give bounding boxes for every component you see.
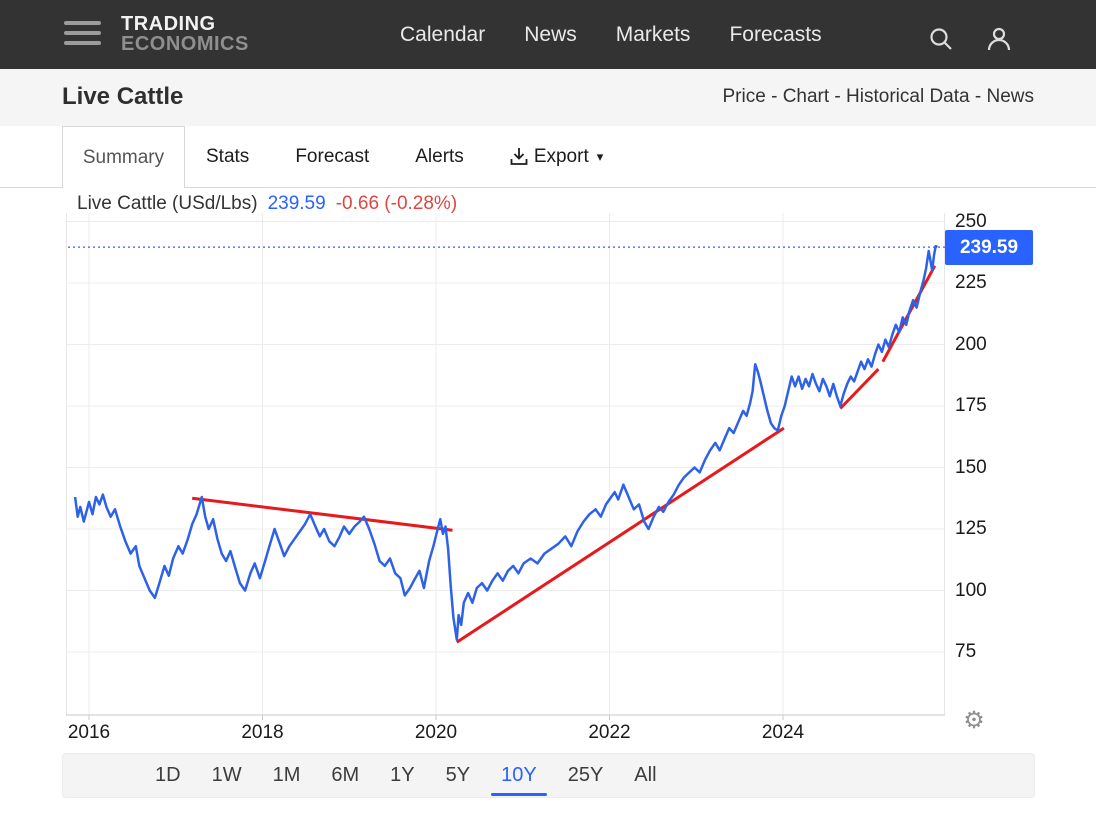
link-separator: -	[765, 86, 783, 107]
price-chart-plot[interactable]	[66, 213, 945, 723]
price-line-series	[73, 244, 939, 641]
y-axis-label-225: 225	[955, 272, 987, 293]
x-axis-label-2016: 2016	[67, 722, 111, 743]
x-axis-label-2022: 2022	[588, 722, 631, 743]
nav-item-markets[interactable]: Markets	[615, 22, 691, 46]
tab-summary-label: Summary	[82, 146, 165, 168]
link-news[interactable]: News	[986, 86, 1034, 107]
export-label: Export	[533, 145, 589, 167]
tab-summary-active[interactable]: Summary	[62, 126, 185, 188]
range-selector-bar: 1D 1W 1M 6M 1Y 5Y 10Y 25Y All	[62, 753, 1035, 798]
tab-forecast[interactable]: Forecast	[295, 145, 370, 167]
active-range-underline	[491, 793, 547, 796]
x-axis-label-2020: 2020	[414, 722, 458, 743]
top-nav: TRADING ECONOMICS Calendar News Markets …	[0, 0, 1096, 69]
download-icon	[510, 148, 528, 165]
x-axis-label-2024: 2024	[761, 722, 805, 743]
range-button-1y[interactable]: 1Y	[390, 754, 414, 797]
link-separator: -	[829, 86, 847, 107]
range-button-25y[interactable]: 25Y	[568, 754, 604, 797]
tab-stats[interactable]: Stats	[206, 145, 250, 167]
account-icon[interactable]	[985, 26, 1013, 52]
nav-item-forecasts[interactable]: Forecasts	[729, 22, 822, 46]
range-button-6m[interactable]: 6M	[331, 754, 359, 797]
range-button-label: 25Y	[567, 764, 604, 786]
tab-alerts[interactable]: Alerts	[415, 145, 464, 167]
instrument-header: Live Cattle Price - Chart - Historical D…	[0, 69, 1096, 126]
link-chart[interactable]: Chart	[782, 86, 830, 107]
link-separator: -	[969, 86, 987, 107]
descending-trendline-2017-2020	[192, 496, 453, 532]
tab-row: Stats Forecast Alerts Export ▾	[186, 126, 603, 187]
chart-panel: Live Cattle (USd/Lbs) 239.59 -0.66 (-0.2…	[62, 188, 1034, 750]
range-button-10y[interactable]: 10Y	[491, 754, 547, 797]
trading-economics-logo[interactable]: TRADING ECONOMICS	[121, 14, 249, 54]
caret-down-icon: ▾	[596, 148, 604, 164]
range-button-label: All	[634, 764, 657, 786]
export-button[interactable]: Export ▾	[510, 146, 603, 168]
ascending-trendline-2024-2025-a	[839, 368, 880, 410]
header-links: Price - Chart - Historical Data - News	[723, 86, 1035, 108]
nav-item-calendar[interactable]: Calendar	[400, 22, 486, 46]
ascending-trendline-2020-2024	[455, 426, 785, 644]
logo-line2: ECONOMICS	[121, 33, 249, 55]
range-button-label: 1W	[211, 764, 242, 786]
x-axis-label-2018: 2018	[241, 722, 284, 743]
y-axis-label-125: 125	[955, 518, 987, 539]
nav-item-news[interactable]: News	[524, 22, 577, 46]
range-button-label: 1M	[272, 764, 301, 786]
tab-bar: Summary Stats Forecast Alerts Export ▾	[0, 126, 1096, 188]
range-button-1w[interactable]: 1W	[212, 754, 242, 797]
y-axis-label-100: 100	[955, 579, 987, 601]
link-historical-data[interactable]: Historical Data	[846, 86, 970, 107]
range-button-label: 10Y	[501, 764, 537, 786]
range-button-all[interactable]: All	[634, 754, 656, 797]
chart-instrument-label: Live Cattle (USd/Lbs)	[77, 193, 258, 214]
current-price-badge: 239.59	[945, 230, 1033, 265]
chart-last-price: 239.59	[267, 193, 326, 214]
range-button-5y[interactable]: 5Y	[446, 754, 470, 797]
y-axis-label-150: 150	[955, 456, 987, 478]
y-axis-label-75: 75	[955, 641, 977, 662]
range-button-1d[interactable]: 1D	[155, 754, 181, 797]
y-axis-label-200: 200	[955, 333, 987, 355]
search-icon[interactable]	[928, 26, 954, 52]
chart-price-change: -0.66 (-0.28%)	[335, 193, 458, 214]
nav-links: Calendar News Markets Forecasts	[400, 0, 822, 69]
link-price[interactable]: Price	[722, 86, 766, 107]
logo-line1: TRADING	[121, 13, 216, 35]
hamburger-menu-icon[interactable]	[64, 21, 101, 49]
range-button-label: 6M	[331, 764, 360, 786]
y-axis-label-250: 250	[955, 210, 987, 232]
range-button-1m[interactable]: 1M	[273, 754, 301, 797]
y-axis-label-175: 175	[955, 395, 987, 416]
page-title: Live Cattle	[62, 83, 184, 110]
range-button-label: 1Y	[390, 764, 415, 786]
settings-gear-icon[interactable]: ⚙	[963, 707, 985, 734]
range-button-label: 1D	[155, 764, 181, 786]
range-button-label: 5Y	[445, 764, 471, 786]
chart-title-row: Live Cattle (USd/Lbs) 239.59 -0.66 (-0.2…	[77, 191, 457, 217]
